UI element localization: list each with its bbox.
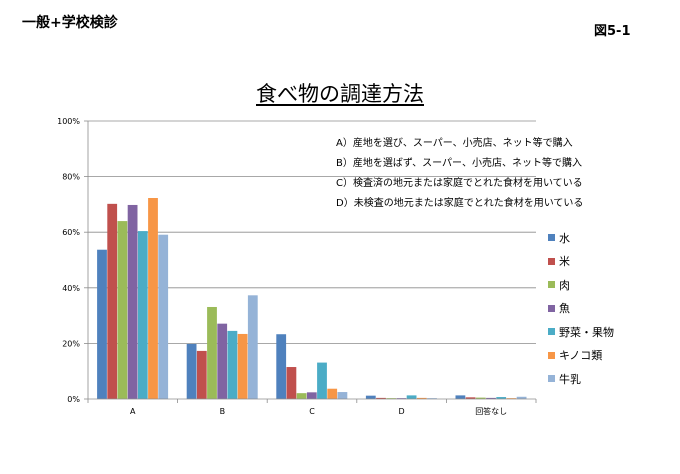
- legend-item: 野菜・果物: [548, 320, 614, 344]
- bar-0-6: [158, 234, 169, 399]
- y-tick-label: 100%: [57, 117, 80, 126]
- legend-label: 牛乳: [559, 372, 581, 386]
- bar-1-1: [196, 350, 207, 399]
- bar-3-2: [386, 398, 397, 399]
- y-tick-label: 20%: [62, 339, 80, 348]
- legend-label: 肉: [559, 278, 570, 292]
- x-tick-label: 回答なし: [475, 406, 507, 416]
- legend-label: 水: [559, 231, 570, 245]
- chart-title-text: 食べ物の調達方法: [256, 82, 424, 106]
- y-tick-label: 60%: [62, 228, 80, 237]
- legend-label: 魚: [559, 302, 570, 316]
- bar-1-4: [227, 330, 238, 399]
- survey-group-label: 一般+学校検診: [22, 15, 118, 31]
- bar-2-5: [327, 388, 338, 399]
- bar-4-6: [516, 396, 527, 399]
- bar-1-6: [247, 295, 258, 399]
- bar-0-2: [117, 221, 128, 399]
- bar-0-1: [107, 203, 118, 399]
- legend-swatch: [548, 304, 555, 312]
- bar-4-0: [455, 395, 466, 399]
- x-tick-label: A: [130, 407, 136, 416]
- y-tick-label: 80%: [62, 173, 80, 182]
- bar-3-4: [406, 395, 417, 399]
- legend-swatch: [548, 234, 555, 242]
- figure-number: 図5-1: [594, 24, 631, 39]
- chart-title: 食べ物の調達方法: [0, 78, 680, 108]
- legend-label: 米: [559, 255, 570, 269]
- bar-0-4: [137, 231, 148, 399]
- bar-3-6: [427, 398, 437, 399]
- x-tick-label: D: [399, 407, 405, 416]
- legend-label: 野菜・果物: [559, 325, 614, 339]
- bar-2-2: [296, 393, 307, 399]
- y-tick-label: 0%: [67, 395, 80, 404]
- bar-1-0: [186, 343, 197, 399]
- bar-1-5: [237, 333, 248, 399]
- bar-1-3: [217, 323, 228, 399]
- legend-item: 米: [548, 250, 614, 274]
- bar-4-1: [465, 397, 476, 399]
- x-tick-label: B: [220, 407, 226, 416]
- legend-swatch: [548, 281, 555, 289]
- category-notes: A）産地を選び、スーパー、小売店、ネット等で購入 B）産地を選ばず、スーパー、小…: [336, 134, 583, 214]
- bar-3-5: [416, 397, 427, 399]
- bar-2-3: [306, 392, 317, 399]
- bar-3-0: [365, 395, 376, 399]
- legend-item: 水: [548, 226, 614, 250]
- bar-3-3: [396, 398, 407, 399]
- bar-4-4: [496, 397, 507, 399]
- chart-legend: 水米肉魚野菜・果物キノコ類牛乳: [548, 226, 614, 391]
- bar-4-3: [486, 397, 496, 399]
- legend-item: 魚: [548, 297, 614, 321]
- note-a: A）産地を選び、スーパー、小売店、ネット等で購入: [336, 138, 573, 149]
- bar-2-6: [337, 392, 348, 399]
- bar-1-2: [207, 306, 217, 399]
- bar-4-2: [475, 397, 486, 399]
- legend-swatch: [548, 351, 555, 359]
- bar-2-0: [276, 334, 287, 399]
- legend-item: 牛乳: [548, 367, 614, 391]
- bar-0-5: [148, 198, 158, 399]
- legend-label: キノコ類: [559, 349, 603, 363]
- note-c: C）検査済の地元または家庭でとれた食材を用いている: [336, 178, 583, 189]
- bar-0-3: [127, 204, 138, 399]
- x-tick-label: C: [309, 407, 315, 416]
- legend-swatch: [548, 257, 555, 265]
- bar-0-0: [97, 249, 107, 399]
- bar-3-1: [376, 397, 386, 399]
- note-b: B）産地を選ばず、スーパー、小売店、ネット等で購入: [336, 158, 582, 169]
- legend-swatch: [548, 375, 555, 383]
- bar-2-4: [317, 362, 327, 399]
- legend-item: キノコ類: [548, 344, 614, 368]
- legend-swatch: [548, 328, 555, 336]
- y-tick-label: 40%: [62, 284, 80, 293]
- note-d: D）未検査の地元または家庭でとれた食材を用いている: [336, 198, 584, 209]
- bar-2-1: [286, 367, 297, 399]
- bar-4-5: [506, 398, 517, 399]
- legend-item: 肉: [548, 273, 614, 297]
